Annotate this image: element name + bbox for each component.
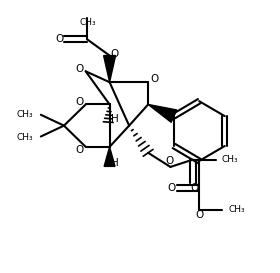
Polygon shape: [104, 56, 116, 82]
Polygon shape: [104, 147, 115, 166]
Text: O: O: [76, 144, 84, 155]
Text: O: O: [190, 183, 199, 192]
Text: O: O: [196, 210, 204, 220]
Polygon shape: [148, 105, 177, 122]
Text: H: H: [111, 158, 119, 168]
Text: O: O: [76, 97, 84, 107]
Text: CH₃: CH₃: [79, 18, 96, 27]
Text: H: H: [111, 114, 119, 124]
Text: CH₃: CH₃: [17, 110, 33, 119]
Text: CH₃: CH₃: [228, 205, 245, 214]
Text: CH₃: CH₃: [17, 133, 33, 141]
Text: O: O: [168, 183, 176, 192]
Text: O: O: [76, 64, 84, 74]
Text: O: O: [165, 156, 173, 167]
Text: O: O: [150, 75, 158, 84]
Text: CH₃: CH₃: [221, 155, 238, 164]
Text: O: O: [55, 34, 64, 44]
Text: O: O: [110, 49, 119, 60]
